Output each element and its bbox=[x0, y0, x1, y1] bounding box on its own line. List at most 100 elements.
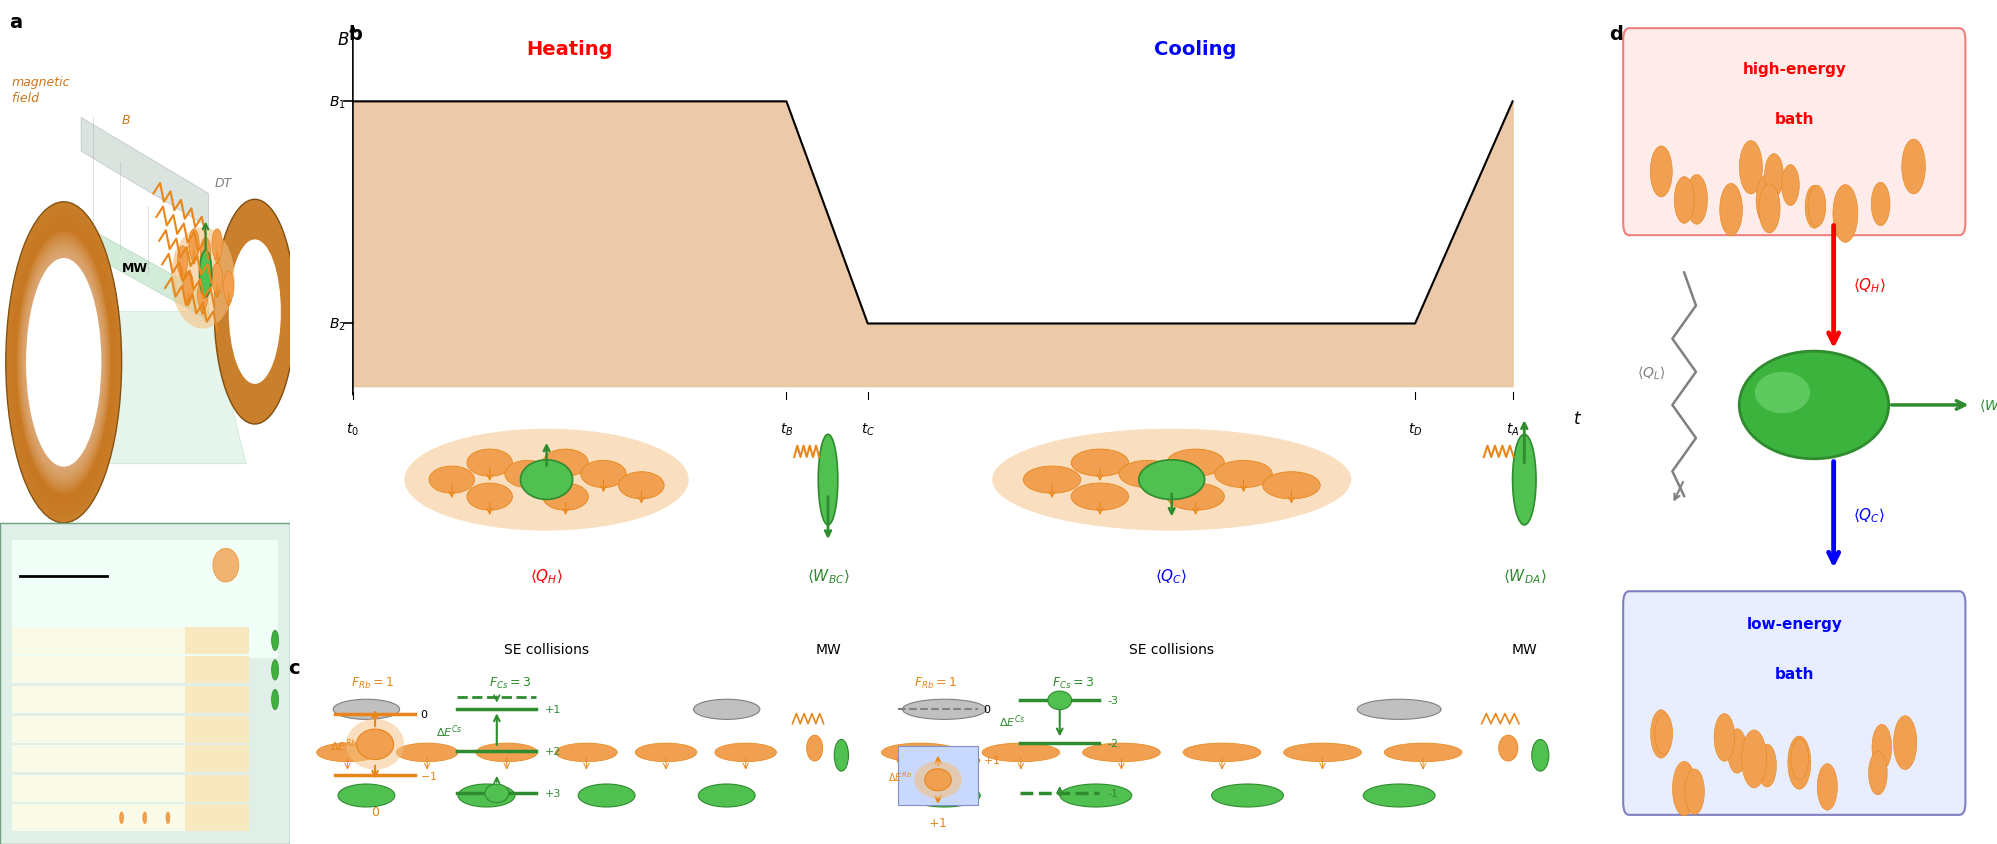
Ellipse shape bbox=[26, 258, 102, 468]
Text: -2: -2 bbox=[256, 783, 266, 793]
Text: +3: +3 bbox=[545, 788, 561, 798]
Circle shape bbox=[224, 272, 234, 302]
Circle shape bbox=[693, 700, 761, 719]
Text: MW: MW bbox=[815, 643, 841, 657]
Text: Heating: Heating bbox=[527, 40, 613, 58]
Circle shape bbox=[467, 450, 513, 477]
Text: -2: -2 bbox=[1108, 738, 1118, 748]
Ellipse shape bbox=[1755, 176, 1777, 226]
Text: $B_1$: $B_1$ bbox=[330, 94, 345, 111]
Ellipse shape bbox=[1673, 177, 1693, 224]
Circle shape bbox=[318, 744, 377, 762]
Ellipse shape bbox=[1048, 691, 1072, 710]
Circle shape bbox=[1166, 450, 1224, 477]
Ellipse shape bbox=[699, 784, 755, 807]
Text: 0: 0 bbox=[419, 709, 427, 719]
Circle shape bbox=[429, 467, 475, 494]
Text: DT: DT bbox=[214, 177, 232, 190]
Circle shape bbox=[1384, 744, 1462, 762]
Text: a: a bbox=[8, 13, 22, 31]
Circle shape bbox=[166, 812, 170, 824]
Text: 2: 2 bbox=[256, 665, 262, 675]
Ellipse shape bbox=[24, 253, 104, 473]
Circle shape bbox=[120, 812, 124, 824]
Text: 50 μm: 50 μm bbox=[20, 553, 64, 565]
Ellipse shape bbox=[12, 220, 116, 506]
Ellipse shape bbox=[835, 739, 849, 771]
Ellipse shape bbox=[6, 203, 122, 523]
Text: $t_C$: $t_C$ bbox=[861, 421, 875, 437]
Ellipse shape bbox=[22, 250, 104, 476]
Ellipse shape bbox=[1650, 147, 1671, 197]
Ellipse shape bbox=[915, 761, 963, 798]
Ellipse shape bbox=[819, 435, 839, 525]
Circle shape bbox=[983, 744, 1060, 762]
Text: -1: -1 bbox=[1108, 788, 1118, 798]
Ellipse shape bbox=[200, 251, 212, 297]
Ellipse shape bbox=[1869, 752, 1887, 795]
Circle shape bbox=[212, 263, 222, 294]
Text: $t_D$: $t_D$ bbox=[1408, 421, 1422, 437]
Text: -3: -3 bbox=[1108, 695, 1118, 706]
Ellipse shape bbox=[1871, 183, 1889, 226]
Text: -1: -1 bbox=[256, 754, 266, 764]
Circle shape bbox=[1118, 461, 1176, 488]
Ellipse shape bbox=[1787, 736, 1811, 789]
Text: SE collisions: SE collisions bbox=[503, 643, 589, 657]
Circle shape bbox=[1358, 700, 1442, 719]
Circle shape bbox=[881, 744, 959, 762]
Circle shape bbox=[467, 484, 513, 511]
Text: $\Delta E^{Cs}$: $\Delta E^{Cs}$ bbox=[435, 722, 463, 739]
Polygon shape bbox=[88, 228, 208, 321]
Ellipse shape bbox=[1656, 713, 1673, 755]
Circle shape bbox=[1082, 744, 1160, 762]
Ellipse shape bbox=[230, 241, 282, 385]
Text: $F_{Rb}=1$: $F_{Rb}=1$ bbox=[915, 675, 957, 690]
Text: $t_B$: $t_B$ bbox=[779, 421, 793, 437]
Text: $B$: $B$ bbox=[337, 31, 349, 49]
FancyBboxPatch shape bbox=[1624, 592, 1965, 815]
Bar bbox=[12, 627, 186, 654]
Ellipse shape bbox=[1739, 141, 1763, 195]
Ellipse shape bbox=[1138, 460, 1204, 500]
Text: Cooling: Cooling bbox=[1154, 40, 1236, 58]
Ellipse shape bbox=[20, 244, 106, 482]
Ellipse shape bbox=[10, 212, 118, 514]
Circle shape bbox=[1022, 467, 1080, 494]
Ellipse shape bbox=[357, 729, 393, 760]
Circle shape bbox=[272, 630, 278, 651]
Circle shape bbox=[1214, 461, 1272, 488]
Ellipse shape bbox=[1901, 140, 1925, 195]
Ellipse shape bbox=[12, 217, 116, 508]
Text: $F_{Cs}=3$: $F_{Cs}=3$ bbox=[1052, 675, 1094, 690]
Circle shape bbox=[184, 272, 194, 302]
Circle shape bbox=[272, 690, 278, 710]
Ellipse shape bbox=[214, 200, 296, 425]
Text: engine: engine bbox=[1785, 398, 1843, 413]
Text: $\Delta E^{Cs}$: $\Delta E^{Cs}$ bbox=[998, 712, 1026, 729]
Text: bath: bath bbox=[1775, 111, 1813, 127]
Circle shape bbox=[505, 461, 551, 488]
Circle shape bbox=[1498, 735, 1518, 761]
Text: 0: 0 bbox=[371, 805, 379, 819]
Bar bbox=[12, 804, 186, 831]
Ellipse shape bbox=[8, 208, 120, 517]
Text: MW: MW bbox=[1512, 643, 1538, 657]
FancyBboxPatch shape bbox=[1624, 29, 1965, 235]
Ellipse shape bbox=[1673, 761, 1695, 816]
Text: $\langle Q_H \rangle$: $\langle Q_H \rangle$ bbox=[529, 567, 563, 586]
Ellipse shape bbox=[1781, 165, 1799, 206]
Text: $\Delta E^{Rb}$: $\Delta E^{Rb}$ bbox=[330, 736, 357, 753]
Text: d: d bbox=[1610, 25, 1624, 44]
Ellipse shape bbox=[1212, 784, 1284, 807]
Ellipse shape bbox=[14, 226, 114, 500]
Ellipse shape bbox=[1364, 784, 1436, 807]
Text: MW: MW bbox=[122, 262, 148, 274]
Circle shape bbox=[1284, 744, 1362, 762]
Ellipse shape bbox=[909, 784, 981, 807]
Text: +1: +1 bbox=[545, 704, 561, 714]
Ellipse shape bbox=[1532, 739, 1550, 771]
Circle shape bbox=[1070, 450, 1128, 477]
Ellipse shape bbox=[521, 460, 573, 500]
Text: -3: -3 bbox=[256, 813, 266, 823]
